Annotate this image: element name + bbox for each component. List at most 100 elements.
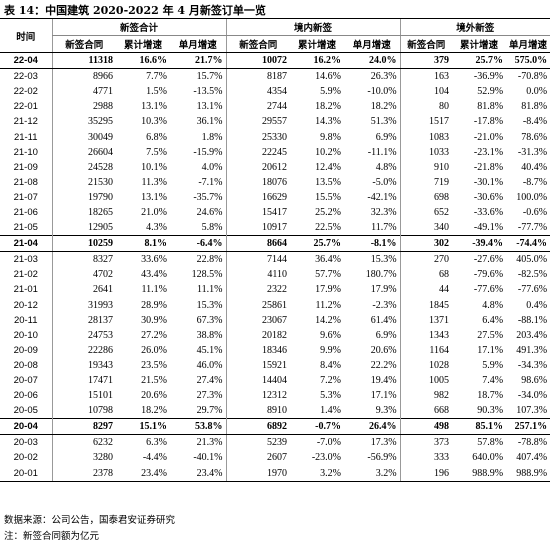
cell: -8.1% xyxy=(344,235,401,253)
cell: -30.1% xyxy=(473,176,504,188)
cell: -13.5% xyxy=(193,86,223,98)
table-row: 21-01 2641 11.1% 11.1% 2322 17.9% 17.9% 44 -77.6… xyxy=(0,282,550,298)
cell: 21.0% xyxy=(141,206,167,218)
cell: 17.9% xyxy=(315,284,342,296)
cell: 107.3% xyxy=(516,405,548,417)
cell: -35.7% xyxy=(193,191,223,203)
table-row: 20-10 24753 27.2% 38.8% 20182 9.6% 6.9% 1343 27.… xyxy=(0,327,550,343)
cell: 31993 xyxy=(51,297,116,313)
row-label: 20-02 xyxy=(13,452,38,464)
cell: 719 xyxy=(399,174,453,190)
cell: 1371 xyxy=(399,312,453,328)
row-label: 20-09 xyxy=(13,344,38,356)
cell: 68 xyxy=(399,267,453,283)
row-label: 20-06 xyxy=(13,390,38,402)
cell: 1970 xyxy=(225,465,291,482)
cell: 98.6% xyxy=(521,375,548,387)
row-label: 21-05 xyxy=(13,222,38,234)
cell: 10798 xyxy=(51,403,116,419)
cell: 9.3% xyxy=(375,405,397,417)
cell: 25861 xyxy=(225,297,291,313)
cell: 23.5% xyxy=(141,359,167,371)
row-label: 22-03 xyxy=(13,71,38,83)
column-header: 单月增速 xyxy=(170,35,227,53)
cell: -77.7% xyxy=(517,222,548,234)
cell: 373 xyxy=(399,434,453,451)
cell: -7.1% xyxy=(198,176,223,188)
cell: 6232 xyxy=(51,434,116,451)
table-row: 20-04 8297 15.1% 53.8% 6892 -0.7% 26.4% 498 85.1… xyxy=(0,418,550,436)
cell: 18265 xyxy=(51,204,116,221)
table-row: 22-04 11318 16.6% 21.7% 10072 16.2% 24.0% 379 25… xyxy=(0,51,550,70)
cell: 15.1% xyxy=(116,418,170,436)
column-header: 累计增速 xyxy=(452,35,507,53)
cell: 15.3% xyxy=(196,299,223,311)
table-row: 21-02 4702 43.4% 128.5% 4110 57.7% 180.7% 68 -79… xyxy=(0,267,550,283)
cell: 1343 xyxy=(399,327,453,343)
cell: 5.9% xyxy=(320,86,342,98)
cell: 6.4% xyxy=(482,314,504,326)
row-label: 21-10 xyxy=(13,146,38,158)
cell: 10072 xyxy=(225,51,291,70)
table-row: 20-09 22286 26.0% 45.1% 18346 9.9% 20.6% 1164 17… xyxy=(0,342,550,358)
cell: 52.9% xyxy=(477,86,504,98)
cell: 25.7% xyxy=(452,51,507,70)
cell: 104 xyxy=(399,84,453,100)
row-label: 21-02 xyxy=(13,269,38,281)
row-label: 20-08 xyxy=(13,359,38,371)
cell: 90.3% xyxy=(477,405,504,417)
cell: 20.6% xyxy=(141,390,167,402)
cell: 25330 xyxy=(225,129,291,145)
cell: 652 xyxy=(399,204,453,221)
cell: 7144 xyxy=(225,251,291,268)
cell: 11.3% xyxy=(141,176,167,188)
cell: 4.0% xyxy=(201,161,223,173)
cell: 8.4% xyxy=(320,359,342,371)
cell: 0.4% xyxy=(526,299,548,311)
cell: 12.4% xyxy=(315,161,342,173)
cell: 40.4% xyxy=(521,161,548,173)
cell: 15.3% xyxy=(370,254,397,266)
table-row: 20-05 10798 18.2% 29.7% 8910 1.4% 9.3% 668 90.3%… xyxy=(0,403,550,419)
cell: 23.4% xyxy=(170,465,227,482)
table-row: 21-05 12905 4.3% 5.8% 10917 22.5% 11.7% 340 -49.… xyxy=(0,220,550,236)
cell: 491.3% xyxy=(516,344,548,356)
unit-note: 注：新签合同额为亿元 xyxy=(4,531,100,542)
cell: -8.7% xyxy=(522,176,548,188)
cell: 80 xyxy=(399,99,453,115)
group-header: 境外新签 xyxy=(399,18,550,36)
cell: 17.1% xyxy=(370,390,397,402)
cell: 6.3% xyxy=(146,437,167,449)
table-row: 21-11 30049 6.8% 1.8% 25330 9.8% 6.9% 1083 -21.0… xyxy=(0,129,550,145)
source-note: 数据来源：公司公告，国泰君安证券研究 xyxy=(4,515,176,526)
cell: 1033 xyxy=(399,144,453,160)
cell: 302 xyxy=(399,235,453,253)
cell: 988.9% xyxy=(506,465,550,482)
cell: 3.2% xyxy=(344,465,401,482)
cell: 2378 xyxy=(51,465,116,482)
cell: -77.6% xyxy=(517,284,548,296)
row-label: 21-09 xyxy=(13,161,38,173)
cell: 3280 xyxy=(51,450,116,466)
cell: 5.3% xyxy=(320,390,342,402)
group-header: 境内新签 xyxy=(225,18,401,36)
cell: -11.1% xyxy=(367,146,397,158)
cell: 982 xyxy=(399,388,453,404)
cell: 5.8% xyxy=(201,222,223,234)
row-label: 20-05 xyxy=(13,405,38,417)
table-row: 20-01 2378 23.4% 23.4% 1970 3.2% 3.2% 196 988.9%… xyxy=(0,465,550,482)
cell: 20612 xyxy=(225,159,291,175)
table-row: 20-11 28137 30.9% 67.3% 23067 14.2% 61.4% 1371 6… xyxy=(0,312,550,328)
cell: 11.7% xyxy=(371,222,397,234)
cell: 27.2% xyxy=(141,329,167,341)
cell: 20182 xyxy=(225,327,291,343)
cell: 407.4% xyxy=(516,452,548,464)
cell: 21.3% xyxy=(196,437,223,449)
cell: 575.0% xyxy=(506,51,550,70)
cell: 6.9% xyxy=(375,131,397,143)
table-row: 21-09 24528 10.1% 4.0% 20612 12.4% 4.8% 910 -21.… xyxy=(0,159,550,175)
cell: 36.1% xyxy=(196,116,223,128)
cell: 18.2% xyxy=(141,405,167,417)
cell: 163 xyxy=(399,68,453,85)
cell: 26.4% xyxy=(344,418,401,436)
